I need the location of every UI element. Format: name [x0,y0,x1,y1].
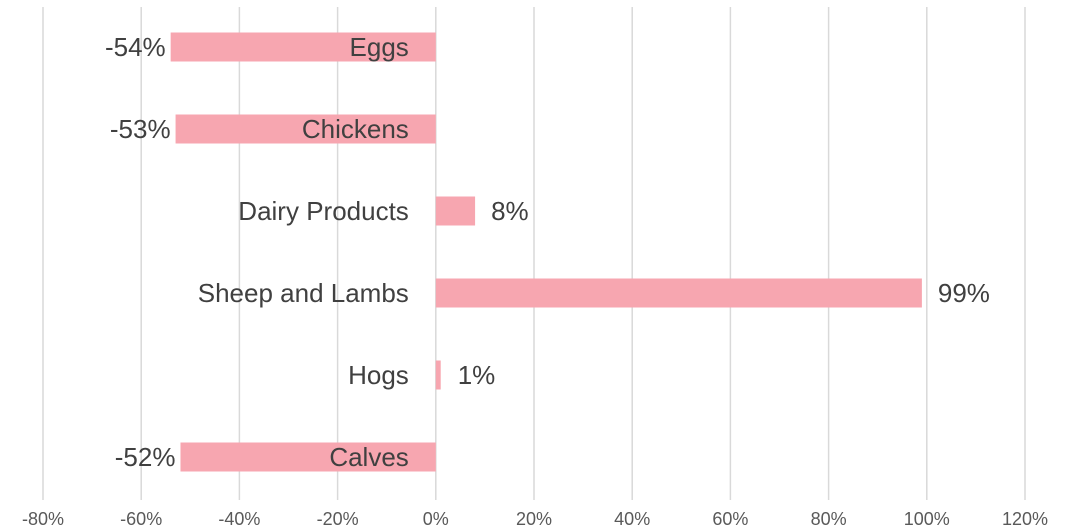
category-label: Sheep and Lambs [198,278,409,308]
value-label: -54% [105,32,166,62]
bar [435,360,441,390]
value-label: 99% [938,278,990,308]
x-axis-ticks: -80% -60% -40% -20% 0% 20% 40% 60% 80% 100% 120% [22,509,1048,529]
bar [435,278,922,308]
value-label: 8% [491,196,529,226]
labels: Eggs -54% Chickens -53% Dairy Products 8% Shee… [105,32,990,472]
x-tick-label: -40% [218,509,260,529]
x-tick-label: 80% [811,509,847,529]
bar [180,442,436,472]
category-label: Chickens [302,114,409,144]
x-tick-label: 0% [423,509,449,529]
x-tick-label: 40% [614,509,650,529]
x-tick-label: -20% [317,509,359,529]
category-label: Calves [329,442,408,472]
category-label: Dairy Products [238,196,409,226]
x-tick-label: 20% [516,509,552,529]
category-label: Hogs [348,360,409,390]
bars [170,32,922,472]
value-label: 1% [458,360,496,390]
x-tick-label: -80% [22,509,64,529]
bar [435,196,476,226]
bar [170,32,436,62]
bar [175,114,436,144]
gridlines [42,7,1026,500]
x-tick-label: 100% [904,509,950,529]
x-tick-label: -60% [120,509,162,529]
value-label: -52% [115,442,176,472]
value-label: -53% [110,114,171,144]
category-label: Eggs [350,32,409,62]
x-tick-label: 120% [1002,509,1048,529]
x-tick-label: 60% [712,509,748,529]
